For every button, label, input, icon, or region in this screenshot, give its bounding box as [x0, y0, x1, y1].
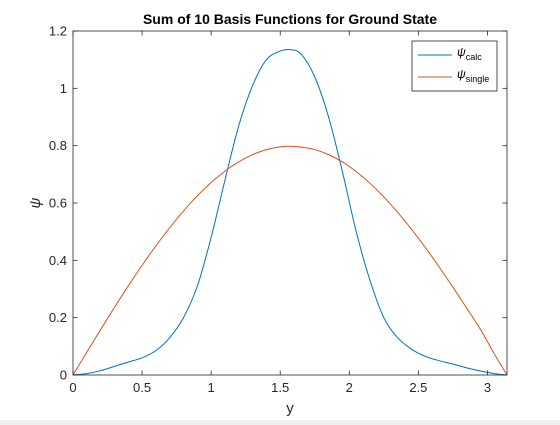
series-lines — [72, 48, 508, 376]
x-tick-label: 1.5 — [271, 380, 289, 395]
y-tick-label: 0.4 — [49, 253, 67, 268]
series-line-calc — [72, 48, 508, 376]
x-tick-label: 2 — [346, 380, 353, 395]
series-line-single — [72, 145, 508, 376]
x-tick-label: 0 — [69, 380, 76, 395]
y-tick-label: 1 — [60, 81, 67, 96]
x-axis-label: y — [286, 400, 294, 417]
y-tick-label: 0.6 — [49, 196, 67, 211]
ticks: 0 0.5 1 1.5 2 2.5 3 0 0.2 0.4 0.6 0.8 1 1.2 — [49, 24, 507, 395]
x-tick-label: 2.5 — [409, 380, 427, 395]
x-tick-label: 3 — [484, 380, 491, 395]
y-tick-label: 0.8 — [49, 138, 67, 153]
y-tick-label: 1.2 — [49, 24, 67, 39]
chart-title: Sum of 10 Basis Functions for Ground Sta… — [143, 11, 437, 27]
legend-box — [411, 40, 498, 92]
y-axis-label: ψ — [27, 197, 44, 208]
x-tick-label: 0.5 — [133, 380, 151, 395]
y-tick-label: 0 — [60, 368, 67, 383]
x-tick-label: 1 — [208, 380, 215, 395]
y-tick-label: 0.2 — [49, 310, 67, 325]
